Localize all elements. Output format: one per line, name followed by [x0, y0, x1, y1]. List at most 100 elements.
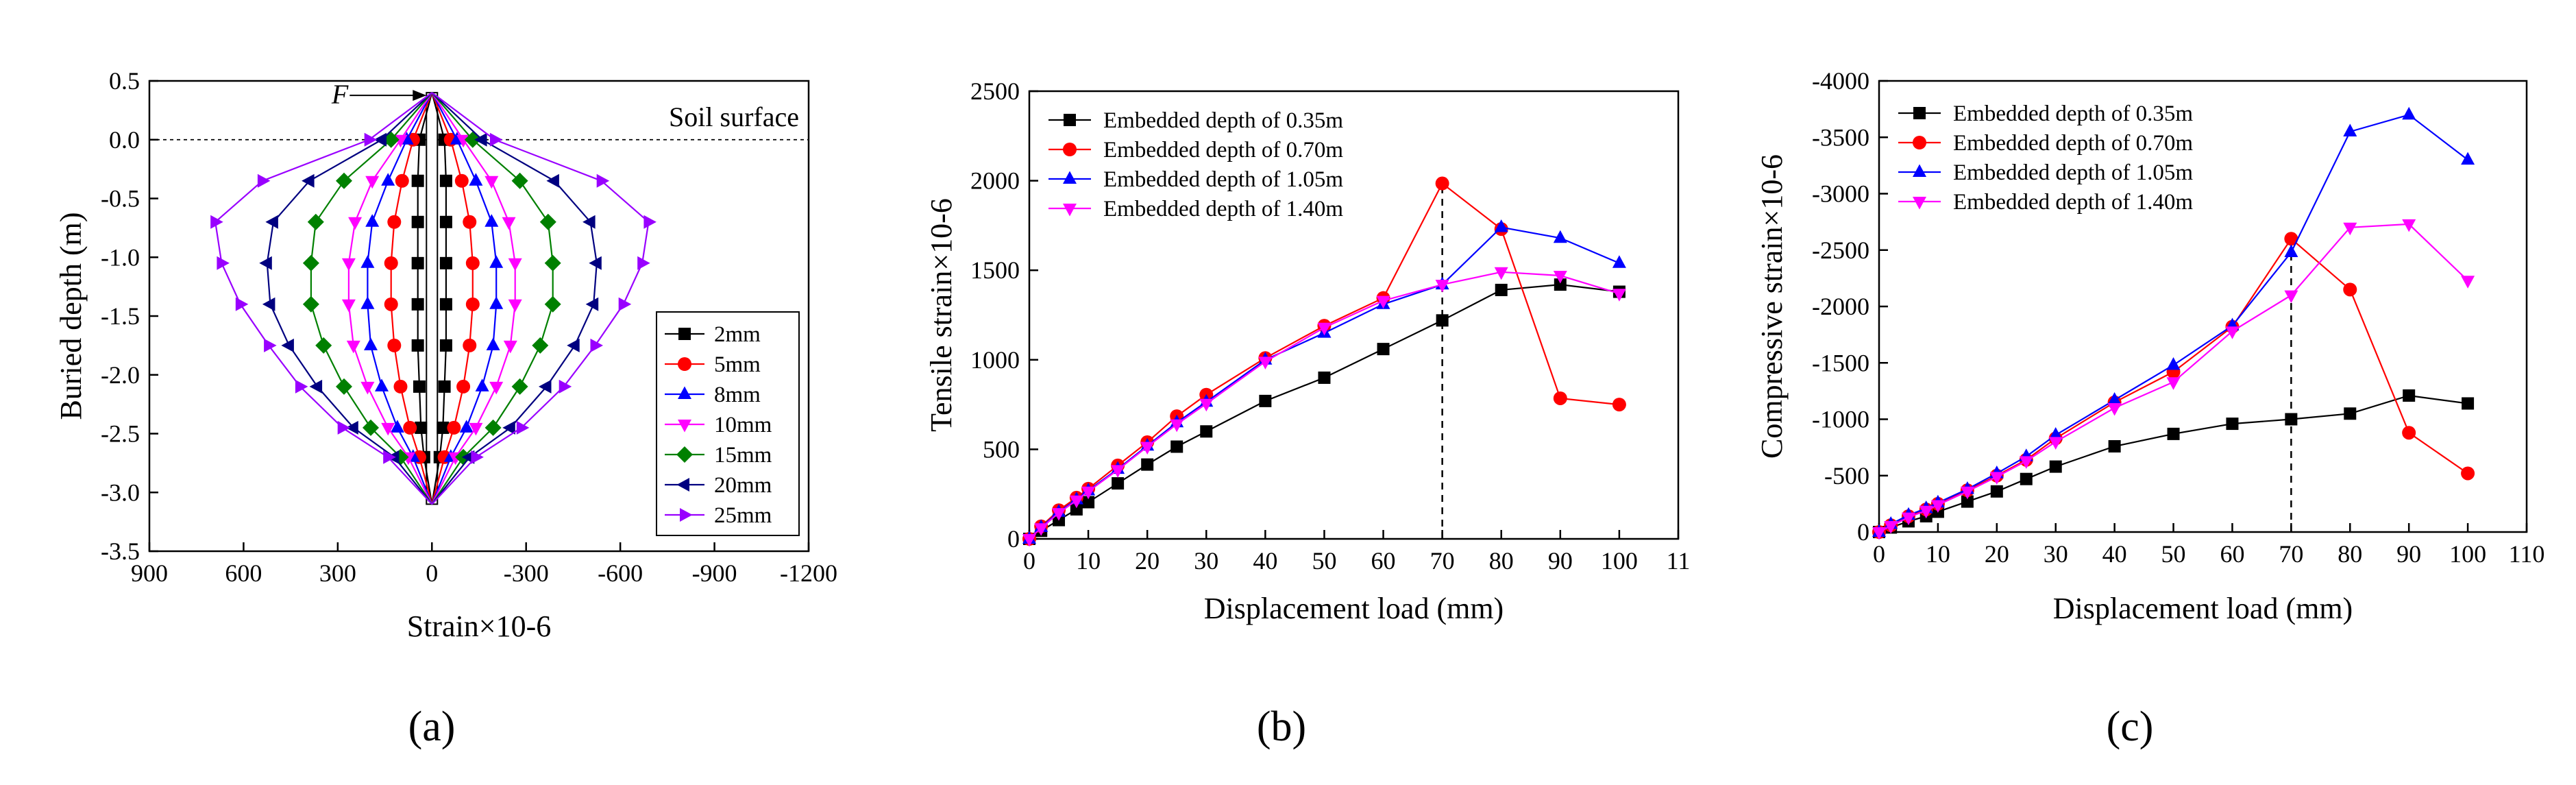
panel-b-y-tick-label: 1000 [970, 346, 1020, 374]
panel-c-point-Embedded depth of 1.40m [1884, 521, 1898, 534]
panel-label-a: (a) [408, 703, 456, 750]
panel-a-y-axis-title: Buried depth (m) [54, 212, 88, 420]
panel-c-legend-marker [1913, 107, 1926, 119]
panel-c-y-tick-label: -3000 [1812, 180, 1869, 208]
panel-a-point-2mm [411, 256, 424, 269]
panel-b-x-tick-label: 80 [1489, 547, 1514, 575]
panel-c-point-Embedded depth of 0.35m [2108, 439, 2121, 452]
panel-c-x-tick-label: 90 [2396, 540, 2421, 568]
panel-a-point-8mm [364, 337, 378, 350]
panel-a-point-15mm [307, 213, 324, 230]
panel-a-point-20mm [502, 420, 515, 435]
panel-b-series-Embedded depth of 0.70m [1022, 176, 1626, 546]
panel-b-point-Embedded depth of 0.35m [1318, 371, 1331, 384]
panel-a-x-tick-label: 900 [131, 559, 168, 587]
panel-a-legend-marker [678, 386, 691, 399]
panel-c-point-Embedded depth of 1.05m [2461, 152, 2475, 165]
panel-c-x-tick-label: 100 [2449, 540, 2486, 568]
soil-surface-label: Soil surface [669, 101, 799, 132]
panel-c-x-tick-label: 0 [1873, 540, 1885, 568]
panel-b-x-tick-label: 0 [1023, 547, 1035, 575]
panel-a-legend-label: 8mm [714, 383, 761, 407]
panel-c-y-tick-label: -3500 [1812, 123, 1869, 151]
panel-b-legend-label: Embedded depth of 1.05m [1103, 167, 1343, 192]
panel-b-point-Embedded depth of 0.70m [1612, 398, 1626, 412]
panel-c-line-Embedded depth of 1.40m [1878, 223, 2468, 533]
panel-a-point-10mm [508, 299, 522, 313]
panel-a-point-10mm [489, 381, 504, 395]
panel-c-y-tick-label: -2500 [1812, 237, 1869, 264]
panel-c-point-Embedded depth of 0.35m [1961, 495, 1974, 508]
panel-c-point-Embedded depth of 1.40m [2166, 377, 2181, 390]
panel-a-y-tick-label: -1.5 [101, 302, 140, 330]
panel-a-point-2mm [439, 256, 452, 269]
panel-b-point-Embedded depth of 1.40m [1435, 280, 1449, 293]
panel-b-y-tick-label: 2500 [970, 77, 1020, 105]
panel-a-point-25mm [235, 297, 249, 311]
panel-c-x-tick-label: 30 [2044, 540, 2068, 568]
panel-c-point-Embedded depth of 1.40m [2107, 403, 2122, 416]
panel-a-x-tick-label: -600 [598, 559, 643, 587]
panel-b-x-tick-label: 60 [1371, 547, 1396, 575]
panel-b-series-Embedded depth of 0.35m [1023, 278, 1626, 545]
panel-c-point-Embedded depth of 1.40m [2343, 222, 2357, 236]
panel-c-point-Embedded depth of 0.70m [2284, 232, 2298, 246]
panel-b-x-tick-label: 90 [1548, 547, 1573, 575]
panel-a-point-5mm [463, 215, 477, 229]
panel-b-x-tick-label: 10 [1076, 547, 1101, 575]
panel-b-y-axis-title: Tensile strain×10-6 [924, 198, 958, 432]
panel-b-point-Embedded depth of 1.40m [1258, 357, 1273, 370]
panel-a-point-20mm [474, 132, 487, 147]
panel-c-point-Embedded depth of 1.05m [2284, 244, 2298, 257]
panel-c-point-Embedded depth of 1.40m [1930, 500, 1945, 513]
panel-b-point-Embedded depth of 0.35m [1554, 278, 1567, 291]
panel-a-point-15mm [484, 419, 502, 436]
panel-a-point-5mm [393, 379, 408, 394]
panel-c-series-Embedded depth of 1.40m [1872, 219, 2475, 540]
panel-a-series-25mm [210, 92, 657, 505]
panel-c-point-Embedded depth of 1.05m [2166, 357, 2181, 370]
panel-b-x-tick-label: 11 [1667, 547, 1691, 575]
panel-c-line-Embedded depth of 0.35m [1878, 394, 2468, 533]
panel-a-point-20mm [345, 420, 358, 435]
panel-c-point-Embedded depth of 0.35m [2020, 472, 2033, 485]
panel-a-point-25mm [337, 420, 351, 435]
panel-a-point-15mm [336, 378, 352, 395]
panel-a-point-20mm [309, 379, 323, 394]
panel-a-point-25mm [264, 338, 277, 352]
panel-a-point-8mm [360, 255, 375, 268]
panel-a-y-tick-label: -2.5 [101, 420, 140, 448]
panel-a-point-25mm [217, 256, 230, 270]
panel-a-point-8mm [489, 296, 504, 309]
panel-a-point-25mm [637, 256, 650, 270]
panel-a-point-20mm [567, 338, 580, 352]
panel-a-point-25mm [643, 215, 657, 229]
panel-a-y-tick-label: -1.0 [101, 243, 140, 271]
panel-b-point-Embedded depth of 0.35m [1259, 394, 1272, 407]
panel-c-x-tick-label: 50 [2161, 540, 2186, 568]
panel-a-point-25mm [210, 215, 223, 229]
panel-a-point-5mm [384, 297, 398, 311]
panel-b-y-tick-label: 1500 [970, 256, 1020, 284]
panel-a-point-5mm [403, 420, 417, 435]
panel-a-point-20mm [281, 338, 294, 352]
panel-a-point-20mm [582, 215, 596, 229]
panel-c-x-axis-title: Displacement load (mm) [2053, 592, 2353, 625]
panel-c-point-Embedded depth of 1.40m [2402, 219, 2416, 232]
panel-a-point-5mm [454, 173, 469, 188]
panel-b-x-tick-label: 30 [1194, 547, 1218, 575]
panel-a-point-8mm [381, 173, 395, 186]
panel-a-point-2mm [439, 215, 452, 228]
panel-a-point-15mm [544, 254, 561, 271]
panel-c-y-axis-title: Compressive strain×10-6 [1755, 154, 1789, 459]
panel-a-legend-label: 2mm [714, 322, 761, 347]
panel-a-point-2mm [413, 380, 426, 393]
panel-a-point-2mm [439, 174, 452, 187]
panel-a-point-5mm [463, 338, 477, 352]
panel-a-point-15mm [302, 254, 319, 271]
panel-a-series-8mm [360, 92, 504, 505]
panel-c-legend-marker [1913, 164, 1926, 177]
panel-c-x-tick-label: 40 [2102, 540, 2127, 568]
panel-b-legend-label: Embedded depth of 0.35m [1103, 108, 1343, 133]
panel-a-point-20mm [262, 297, 275, 311]
